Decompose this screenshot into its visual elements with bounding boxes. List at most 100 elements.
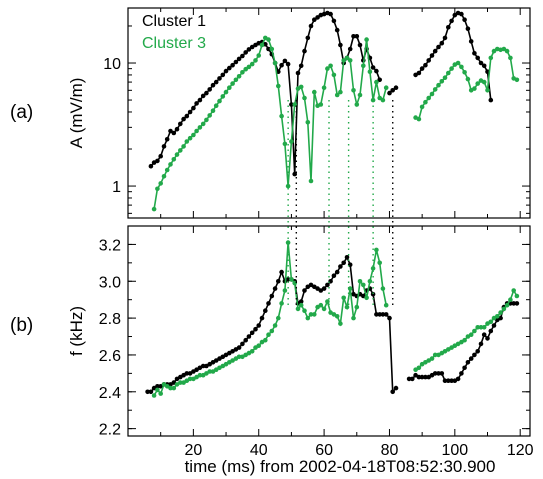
data-point bbox=[321, 85, 327, 90]
data-point bbox=[230, 81, 235, 86]
data-point bbox=[204, 90, 209, 96]
y-tick-label: 3.0 bbox=[99, 274, 121, 291]
data-point bbox=[377, 77, 383, 83]
data-point bbox=[462, 17, 467, 23]
data-point bbox=[361, 282, 366, 288]
panel-a: 1 10 A (mV/m) (a) bbox=[10, 7, 531, 219]
data-point bbox=[246, 64, 252, 70]
data-point bbox=[478, 325, 484, 330]
data-point bbox=[249, 349, 255, 354]
data-point bbox=[318, 102, 324, 107]
data-point bbox=[266, 332, 271, 338]
data-point bbox=[462, 337, 467, 343]
data-point bbox=[439, 79, 445, 84]
data-point bbox=[478, 60, 484, 66]
data-point bbox=[269, 328, 275, 334]
data-point bbox=[393, 85, 399, 90]
data-point bbox=[213, 103, 219, 108]
data-point bbox=[491, 323, 497, 328]
y-tick-label: 3.2 bbox=[99, 237, 121, 254]
data-point bbox=[191, 105, 196, 111]
data-point bbox=[266, 46, 271, 52]
data-point bbox=[266, 37, 271, 42]
data-point bbox=[148, 389, 154, 395]
data-point bbox=[416, 365, 422, 371]
data-point bbox=[406, 376, 412, 382]
data-point bbox=[325, 66, 330, 71]
data-point bbox=[374, 247, 379, 253]
data-point bbox=[171, 157, 177, 162]
data-point bbox=[282, 288, 288, 293]
data-point bbox=[472, 352, 477, 358]
data-point bbox=[289, 139, 294, 144]
data-point bbox=[253, 326, 258, 332]
data-point bbox=[259, 315, 265, 321]
data-point bbox=[155, 158, 160, 164]
data-point bbox=[449, 378, 454, 384]
data-point bbox=[171, 385, 177, 391]
data-point bbox=[416, 70, 422, 76]
data-point bbox=[390, 389, 396, 395]
data-point bbox=[197, 372, 203, 378]
data-point bbox=[249, 61, 255, 67]
data-point bbox=[263, 337, 268, 343]
data-point bbox=[279, 301, 284, 306]
y-tick-label: 2.8 bbox=[99, 311, 121, 328]
data-point bbox=[344, 55, 350, 61]
data-point bbox=[227, 85, 232, 90]
data-point bbox=[321, 306, 327, 312]
data-point bbox=[341, 295, 347, 301]
data-point bbox=[488, 55, 494, 61]
data-point bbox=[285, 183, 291, 189]
data-point bbox=[511, 288, 516, 293]
data-point bbox=[207, 369, 212, 374]
data-point bbox=[161, 174, 167, 179]
data-point bbox=[187, 109, 193, 115]
data-point bbox=[446, 378, 451, 384]
data-point bbox=[387, 90, 392, 96]
data-point bbox=[158, 153, 163, 159]
plot-frame bbox=[127, 225, 531, 437]
plot-frame bbox=[127, 7, 531, 219]
data-point bbox=[364, 295, 369, 301]
data-point bbox=[481, 332, 487, 338]
data-point bbox=[161, 144, 167, 149]
data-point bbox=[298, 302, 304, 308]
data-point bbox=[432, 352, 438, 358]
data-point bbox=[318, 302, 324, 308]
data-point bbox=[374, 79, 379, 85]
data-point bbox=[481, 325, 487, 330]
legend-cluster-3: Cluster 3 bbox=[142, 35, 206, 52]
data-point bbox=[158, 391, 163, 396]
data-point bbox=[174, 152, 180, 157]
data-point bbox=[423, 99, 428, 105]
data-point bbox=[468, 332, 474, 338]
data-point bbox=[357, 279, 363, 284]
data-point bbox=[171, 130, 177, 136]
data-point bbox=[200, 93, 206, 99]
data-point bbox=[331, 273, 337, 279]
data-point bbox=[334, 314, 340, 319]
data-point bbox=[155, 384, 160, 389]
data-point bbox=[289, 102, 294, 107]
data-point bbox=[465, 76, 471, 82]
y-tick-label: 10 bbox=[103, 56, 121, 73]
data-point bbox=[331, 18, 337, 24]
data-point bbox=[249, 44, 255, 50]
data-point bbox=[312, 17, 317, 23]
data-point bbox=[511, 301, 516, 306]
data-point bbox=[475, 55, 481, 61]
data-point bbox=[151, 393, 157, 398]
data-point bbox=[465, 360, 471, 365]
vertical-marker-lines bbox=[287, 100, 394, 305]
data-point bbox=[475, 325, 481, 330]
data-point bbox=[282, 58, 288, 64]
data-point bbox=[478, 341, 484, 347]
data-point bbox=[419, 66, 425, 71]
data-point bbox=[459, 64, 464, 70]
data-point bbox=[164, 137, 170, 142]
data-point bbox=[223, 68, 229, 74]
data-point bbox=[514, 293, 520, 299]
data-point bbox=[272, 60, 278, 66]
data-point bbox=[315, 15, 320, 20]
